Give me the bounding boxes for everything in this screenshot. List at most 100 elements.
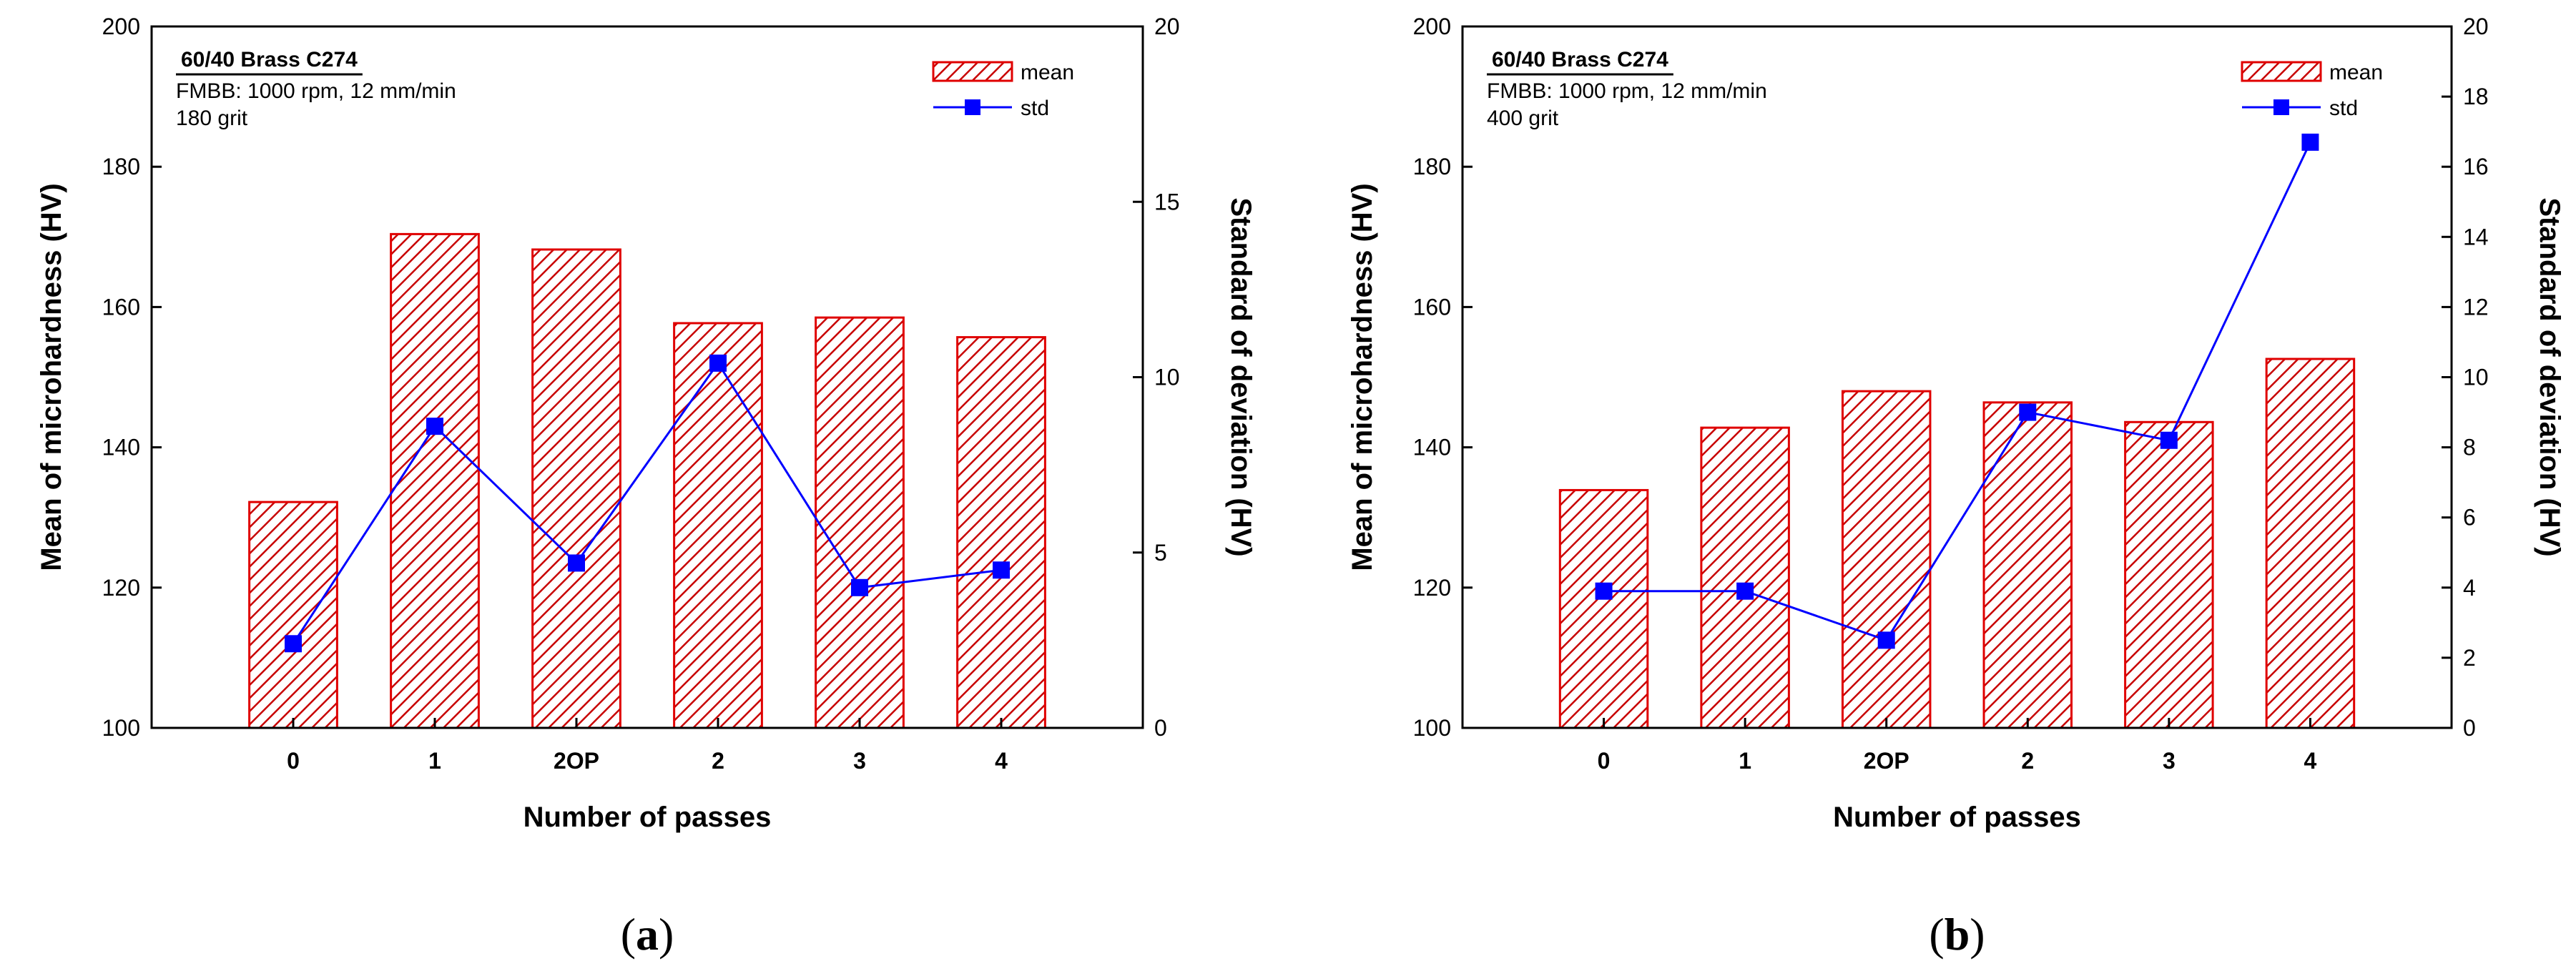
bar-mean-2	[673, 322, 763, 729]
bars	[248, 232, 1046, 729]
x-tick-label: 2OP	[1864, 748, 1909, 774]
x-axis-label: Number of passes	[523, 802, 772, 833]
std-point-2OP	[1877, 631, 1895, 649]
legend: mean std	[932, 61, 1074, 120]
x-axis-label: Number of passes	[1833, 802, 2081, 833]
std-point-4	[2301, 133, 2319, 151]
std-point-2OP	[568, 554, 585, 572]
y2-tick-label: 4	[2463, 575, 2476, 601]
x-tick-label: 2	[712, 748, 724, 774]
std-point-0	[1595, 582, 1613, 600]
legend-std-marker	[2273, 99, 2289, 115]
bars	[1558, 358, 2356, 729]
legend-std-label: std	[1021, 97, 1049, 120]
std-point-2	[2019, 403, 2037, 421]
annotation-grit: 180 grit	[176, 107, 248, 130]
legend-mean-label: mean	[2329, 61, 2383, 84]
y-tick-label: 120	[1413, 575, 1451, 601]
x-tick-label: 2	[2021, 748, 2034, 774]
y-tick-label: 100	[102, 715, 140, 741]
bar-mean-4	[956, 336, 1046, 729]
y-tick-label: 160	[102, 294, 140, 320]
y2-tick-label: 10	[1154, 365, 1180, 390]
std-point-2	[709, 354, 727, 372]
annotation-title: 60/40 Brass C274	[181, 48, 358, 72]
annotation-box: 60/40 Brass C274 FMBB: 1000 rpm, 12 mm/m…	[1487, 48, 1767, 130]
annotation-box: 60/40 Brass C274 FMBB: 1000 rpm, 12 mm/m…	[176, 48, 456, 130]
std-line-series	[285, 354, 1010, 653]
annotation-process: FMBB: 1000 rpm, 12 mm/min	[1487, 79, 1767, 103]
bar-mean-0	[248, 501, 338, 729]
bar-mean-1	[1700, 426, 1790, 729]
std-point-0	[285, 635, 302, 653]
y2-tick-label: 8	[2463, 435, 2476, 460]
x-tick-label: 1	[1739, 748, 1751, 774]
y2-tick-label: 14	[2463, 224, 2489, 250]
x-tick-label: 4	[2304, 748, 2317, 774]
y2-axis-label: Standard of deviation (HV)	[2534, 197, 2565, 556]
y2-tick-label: 5	[1154, 540, 1167, 566]
y-tick-label: 200	[1413, 14, 1451, 39]
x-tick-label: 4	[995, 748, 1008, 774]
x-tick-label: 0	[1598, 748, 1611, 774]
x-tick-label: 0	[287, 748, 300, 774]
y2-tick-label: 0	[1154, 715, 1167, 741]
x-tick-label: 3	[853, 748, 866, 774]
bar-mean-2OP	[1841, 390, 1932, 729]
y-axis-label: Mean of microhardness (HV)	[1347, 183, 1378, 571]
y2-tick-label: 15	[1154, 189, 1180, 215]
y2-tick-label: 20	[1154, 14, 1180, 39]
y2-tick-label: 2	[2463, 645, 2476, 671]
y-tick-label: 180	[102, 154, 140, 179]
panel-caption: (a)	[621, 909, 674, 960]
annotation-grit: 400 grit	[1487, 107, 1559, 130]
y-tick-label: 200	[102, 14, 140, 39]
y2-tick-label: 12	[2463, 294, 2489, 320]
y2-axis-label: Standard of deviation (HV)	[1225, 197, 1257, 556]
bar-mean-0	[1558, 488, 1649, 729]
bar-mean-4	[2265, 358, 2356, 729]
bar-mean-3	[2124, 420, 2214, 729]
std-point-3	[851, 578, 868, 596]
x-tick-label: 3	[2163, 748, 2176, 774]
x-tick-label: 1	[428, 748, 441, 774]
legend-std-label: std	[2329, 97, 2358, 120]
std-point-4	[993, 561, 1010, 579]
std-line	[292, 361, 1002, 645]
annotation-process: FMBB: 1000 rpm, 12 mm/min	[176, 79, 456, 103]
legend-std-marker	[965, 99, 980, 115]
panel-caption: (b)	[1929, 909, 1985, 960]
bar-mean-2	[1982, 401, 2073, 729]
legend-mean-label: mean	[1021, 61, 1074, 84]
annotation-title: 60/40 Brass C274	[1492, 48, 1668, 72]
y2-tick-label: 10	[2463, 365, 2489, 390]
bar-mean-3	[815, 316, 905, 729]
y-tick-label: 100	[1413, 715, 1451, 741]
y-tick-label: 120	[102, 575, 140, 601]
legend-mean-swatch	[2241, 61, 2322, 82]
y-axis-label: Mean of microhardness (HV)	[36, 183, 67, 571]
std-line	[1603, 142, 2311, 642]
y-tick-label: 180	[1413, 154, 1451, 179]
std-line-series	[1595, 133, 2319, 649]
y-tick-label: 160	[1413, 294, 1451, 320]
std-point-3	[2160, 431, 2178, 449]
y2-tick-label: 16	[2463, 154, 2489, 179]
y-tick-label: 140	[1413, 435, 1451, 460]
legend: mean std	[2241, 61, 2383, 120]
y2-tick-label: 20	[2463, 14, 2489, 39]
bar-mean-1	[390, 232, 480, 729]
x-tick-label: 2OP	[554, 748, 599, 774]
y2-tick-label: 0	[2463, 715, 2476, 741]
std-point-1	[426, 418, 443, 435]
panel-label: a	[636, 909, 659, 960]
y2-tick-label: 18	[2463, 84, 2489, 109]
legend-mean-swatch	[932, 61, 1013, 82]
std-point-1	[1736, 582, 1754, 600]
bar-mean-2OP	[531, 248, 621, 729]
